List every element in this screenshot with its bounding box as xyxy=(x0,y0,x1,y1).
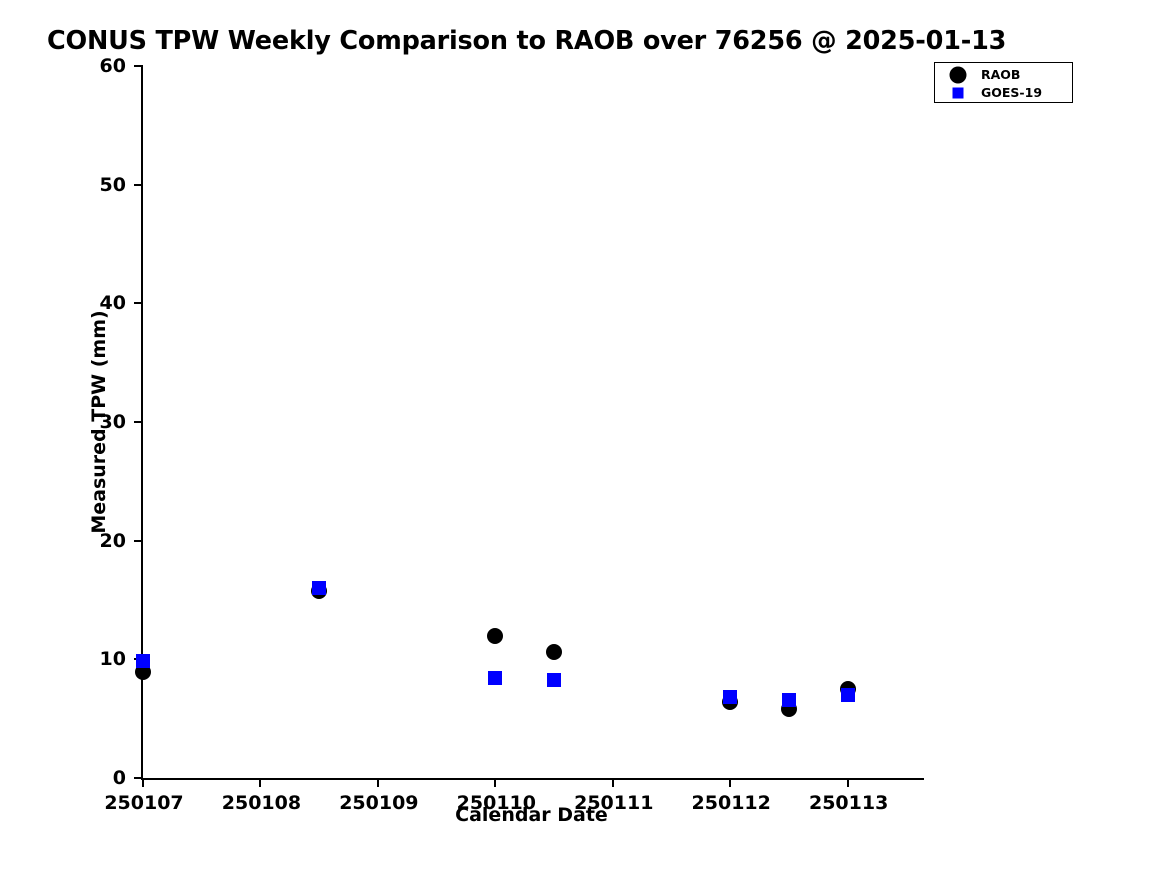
data-point-raob xyxy=(487,627,504,644)
x-axis-tick: 250107 xyxy=(104,778,184,814)
legend-label: GOES-19 xyxy=(981,85,1043,100)
plot-area: 0 10 20 30 40 50 60 250107 250108 250109 250110 25… xyxy=(100,55,924,814)
y-axis-tick-label: 50 xyxy=(99,173,126,196)
x-axis-tick-label: 250112 xyxy=(691,792,771,814)
data-point-raob xyxy=(135,664,151,681)
data-point-goes19 xyxy=(547,672,562,687)
y-axis-tick: 40 xyxy=(100,292,143,314)
chart-legend: RAOB GOES-19 xyxy=(934,62,1073,103)
y-axis-tick-label: 10 xyxy=(99,648,126,671)
y-axis-title-container: Measured TPW (mm) xyxy=(0,66,110,778)
x-axis-tick: 250108 xyxy=(222,778,301,814)
y-axis-tick: 0 xyxy=(113,767,143,789)
data-point-raob xyxy=(546,644,563,661)
y-axis-tick: 60 xyxy=(100,55,143,77)
y-axis-tick: 20 xyxy=(100,530,143,552)
y-axis-tick-label: 60 xyxy=(99,55,126,77)
filled-square-marker-icon xyxy=(935,83,981,102)
data-point-goes19 xyxy=(840,687,855,702)
data-point-goes19 xyxy=(723,690,738,705)
y-axis-tick-label: 40 xyxy=(99,292,126,315)
x-axis-tick: 250112 xyxy=(692,778,771,814)
y-axis-tick-label: 0 xyxy=(112,767,126,789)
x-axis-tick-label: 250109 xyxy=(339,792,419,814)
y-axis-tick-label: 30 xyxy=(99,411,126,433)
page-title: CONUS TPW Weekly Comparison to RAOB over… xyxy=(47,26,1007,56)
legend-label: RAOB xyxy=(981,67,1021,82)
x-axis-tick: 250111 xyxy=(574,778,653,814)
x-axis-tick-label: 250107 xyxy=(104,792,184,814)
data-point-goes19 xyxy=(136,653,150,668)
x-axis-tick-label: 250113 xyxy=(808,792,889,814)
legend-item-goes19: GOES-19 xyxy=(935,83,1072,102)
y-axis-tick-label: 20 xyxy=(99,529,126,552)
x-axis-tick: 250109 xyxy=(339,778,419,814)
x-axis-tick: 250110 xyxy=(457,778,536,814)
x-axis-tick-label: 250111 xyxy=(574,792,654,814)
data-point-goes19 xyxy=(488,671,503,686)
data-point-goes19 xyxy=(781,692,796,707)
legend-item-raob: RAOB xyxy=(935,65,1072,84)
data-point-goes19 xyxy=(312,581,327,596)
x-axis-tick-label: 250108 xyxy=(221,792,302,814)
x-axis-tick: 250113 xyxy=(809,778,888,814)
y-axis-tick: 50 xyxy=(100,174,143,196)
y-axis-tick: 30 xyxy=(100,411,143,433)
filled-circle-marker-icon xyxy=(935,65,981,84)
x-axis-title: Calendar Date xyxy=(455,804,608,826)
x-axis-tick-label: 250110 xyxy=(456,792,536,814)
